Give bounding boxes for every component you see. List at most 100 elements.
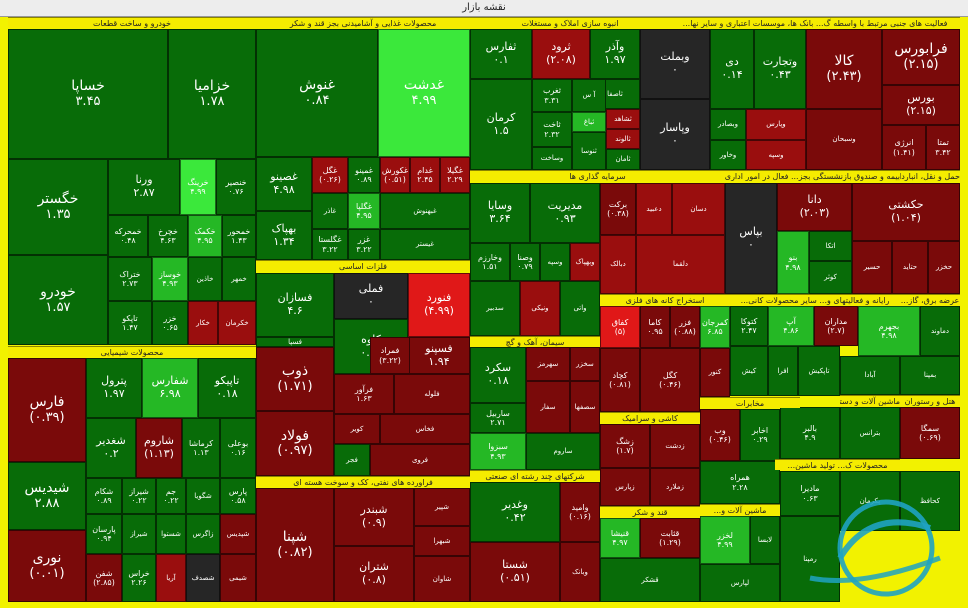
stock-tile[interactable]: خمهر xyxy=(222,257,256,301)
stock-tile[interactable]: فرآور ۱.۶۳ xyxy=(334,374,394,414)
stock-tile[interactable]: وسپه xyxy=(746,140,806,170)
stock-tile[interactable]: جم ۰.۲۲ xyxy=(156,478,186,514)
stock-tile[interactable]: شپدیس xyxy=(220,514,256,554)
stock-tile[interactable]: غگلستا ۳.۲۲ xyxy=(312,229,348,260)
stock-tile[interactable]: کیش xyxy=(730,346,768,396)
stock-tile[interactable]: خرینگ ۴.۹۹ xyxy=(180,159,216,215)
stock-tile[interactable]: ثرود (۲.۰۸) xyxy=(532,29,590,79)
stock-tile[interactable]: ثامان xyxy=(606,149,640,170)
stock-tile[interactable]: فولاد (۰.۹۷) xyxy=(256,411,334,476)
stock-tile[interactable]: شیمی xyxy=(220,554,256,602)
stock-tile[interactable]: خکمک ۴.۹۵ xyxy=(188,215,222,257)
stock-tile[interactable]: وتجارت ۰.۴۳ xyxy=(754,29,806,109)
stock-tile[interactable]: رمپنا xyxy=(780,516,840,602)
stock-tile[interactable]: ثشاهد xyxy=(606,109,640,129)
stock-tile[interactable]: ثباغ xyxy=(572,112,606,132)
stock-tile[interactable]: کچاد (۰.۸۱) xyxy=(600,348,640,412)
stock-tile[interactable]: انرژی (۱.۴۱) xyxy=(882,125,926,170)
stock-tile[interactable]: فسپا xyxy=(256,337,334,347)
stock-tile[interactable]: آبادا xyxy=(840,356,900,395)
stock-tile[interactable]: فنورد (۴.۹۹) xyxy=(408,273,470,337)
stock-tile[interactable]: فرابورس (۲.۱۵) xyxy=(882,29,960,85)
stock-tile[interactable]: ثنوسا xyxy=(572,132,606,170)
stock-tile[interactable]: خکرمان xyxy=(218,301,256,345)
stock-tile[interactable]: کفاق (۵) xyxy=(600,306,640,348)
stock-tile[interactable]: کاما ۰.۹۵ xyxy=(640,306,670,348)
stock-tile[interactable]: قنیشا ۴.۹۷ xyxy=(600,518,640,558)
stock-tile[interactable]: خمحور ۱.۴۳ xyxy=(222,215,256,257)
stock-tile[interactable]: غکورش (۰.۵۱) xyxy=(380,157,410,193)
stock-tile[interactable]: وخاور xyxy=(710,140,746,170)
stock-tile[interactable]: لپارس xyxy=(700,564,780,602)
stock-tile[interactable]: غگیلا ۲.۲۹ xyxy=(440,157,470,193)
stock-tile[interactable]: بپاس ۰ xyxy=(725,183,777,294)
stock-tile[interactable]: کمرجان ۶.۸۵ xyxy=(700,306,730,348)
stock-tile[interactable]: زاگرس xyxy=(186,514,220,554)
stock-tile[interactable]: مداران (۲.۷) xyxy=(814,306,858,346)
stock-tile[interactable]: زشگ (۱.۷) xyxy=(600,424,650,468)
stock-tile[interactable]: قشکر xyxy=(600,558,700,602)
stock-tile[interactable]: دی ۰.۱۴ xyxy=(710,29,754,109)
stock-tile[interactable]: خنصیر ۰.۷۶ xyxy=(216,159,256,215)
stock-tile[interactable]: ساربیل ۲.۷۱ xyxy=(470,403,526,433)
stock-tile[interactable]: اتکا xyxy=(809,231,852,261)
stock-tile[interactable]: بورس (۲.۱۵) xyxy=(882,85,960,125)
stock-tile[interactable]: سصفها xyxy=(570,381,600,433)
stock-tile[interactable]: حکشتی (۱.۰۴) xyxy=(852,183,960,241)
stock-tile[interactable]: فجر xyxy=(334,444,370,476)
stock-tile[interactable]: شبندر (۰.۹) xyxy=(334,488,414,546)
stock-tile[interactable]: فسازان ۴.۶ xyxy=(256,273,334,337)
stock-tile[interactable]: وامید (۰.۱۶) xyxy=(560,482,600,542)
stock-tile[interactable]: ساروم xyxy=(526,433,600,470)
stock-tile[interactable]: سخزر xyxy=(570,347,600,381)
stock-tile[interactable]: شفارس ۶.۹۸ xyxy=(142,358,198,418)
stock-tile[interactable]: شیدیس ۲.۸۸ xyxy=(8,462,86,530)
stock-tile[interactable]: غصینو ۴.۹۸ xyxy=(256,157,312,211)
stock-tile[interactable]: کنور xyxy=(700,348,730,397)
stock-tile[interactable]: ذوب (۱.۷۱) xyxy=(256,347,334,411)
stock-tile[interactable]: کتوکا ۲.۴۷ xyxy=(730,306,768,346)
stock-tile[interactable]: شگویا xyxy=(186,478,220,514)
stock-tile[interactable]: بترانس xyxy=(840,407,900,459)
stock-tile[interactable]: خراس ۲.۲۶ xyxy=(122,554,156,602)
stock-tile[interactable]: خکار xyxy=(188,301,218,345)
stock-tile[interactable]: شپیر xyxy=(414,488,470,526)
stock-tile[interactable]: تاپکیش xyxy=(798,346,840,396)
stock-tile[interactable]: قثابت (۱.۲۹) xyxy=(640,518,700,558)
stock-tile[interactable]: وآذر ۱.۹۷ xyxy=(590,29,640,79)
stock-tile[interactable]: سکرد ۰.۱۸ xyxy=(470,347,526,403)
stock-tile[interactable]: دانا (۲.۰۳) xyxy=(777,183,852,231)
stock-tile[interactable]: وسپه xyxy=(540,243,570,281)
stock-tile[interactable]: فخاس xyxy=(380,414,470,444)
stock-tile[interactable]: مدیریت ۰.۹۳ xyxy=(530,183,600,243)
stock-tile[interactable]: خودرو ۱.۵۷ xyxy=(8,255,108,345)
stock-tile[interactable]: پکرمان xyxy=(840,471,900,531)
stock-tile[interactable]: آپ ۴.۸۶ xyxy=(768,306,814,346)
stock-tile[interactable]: وبهپاک xyxy=(570,243,600,281)
stock-tile[interactable]: سهرمز xyxy=(526,347,570,381)
stock-tile[interactable]: کحافظ xyxy=(900,471,960,531)
stock-tile[interactable]: دبالک xyxy=(600,235,636,294)
stock-tile[interactable]: خوساز ۴.۹۳ xyxy=(152,257,188,301)
stock-tile[interactable]: شستوا xyxy=(156,514,186,554)
stock-tile[interactable]: شتران (۰.۸) xyxy=(334,546,414,602)
stock-tile[interactable]: فمراد (۳.۲۲) xyxy=(370,337,410,374)
stock-tile[interactable]: بهپاک ۱.۳۴ xyxy=(256,211,312,260)
stock-tile[interactable]: غگلپا ۴.۹۵ xyxy=(348,193,380,229)
stock-tile[interactable]: پترول ۱.۹۷ xyxy=(86,358,142,418)
stock-tile[interactable]: غدشت ۴.۹۹ xyxy=(378,29,470,157)
stock-tile[interactable]: شکام ۰.۸۹ xyxy=(86,478,122,514)
stock-tile[interactable]: وپاسار ۰ xyxy=(640,99,710,170)
stock-tile[interactable]: شستا (۰.۵۱) xyxy=(470,542,560,602)
stock-tile[interactable]: غبهنوش xyxy=(380,193,470,229)
stock-tile[interactable]: زملارد xyxy=(650,468,700,506)
stock-tile[interactable]: زدشت xyxy=(650,424,700,468)
stock-tile[interactable]: مادیرا ۰.۶۳ xyxy=(780,471,840,516)
stock-tile[interactable]: خگستر ۱.۳۵ xyxy=(8,159,108,255)
stock-tile[interactable]: خزر ۰.۶۵ xyxy=(152,301,188,345)
stock-tile[interactable]: وبانک xyxy=(560,542,600,602)
stock-tile[interactable]: فملی ۰ xyxy=(334,273,408,319)
stock-tile[interactable]: اخابر ۰.۲۹ xyxy=(740,409,780,461)
stock-tile[interactable]: کرمان ۱.۵ xyxy=(470,79,532,170)
stock-tile[interactable]: شاوان xyxy=(414,556,470,602)
